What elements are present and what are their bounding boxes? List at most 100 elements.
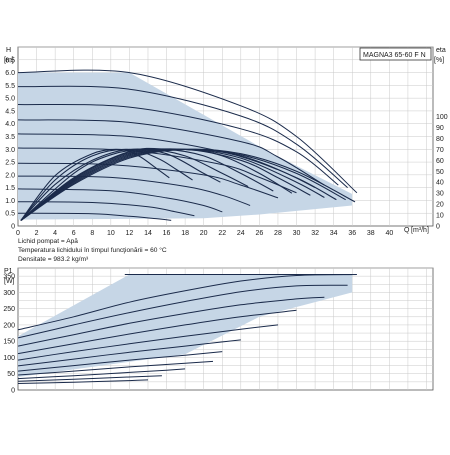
power-curve	[17, 324, 279, 361]
h-tick-label: 2.5	[5, 160, 15, 167]
p1-tick-label: 300	[3, 290, 15, 297]
power-curve	[17, 368, 186, 380]
eta-axis-unit: [%]	[434, 57, 444, 64]
q-tick-label: 36	[348, 230, 356, 237]
q-axis-label: Q	[404, 227, 410, 234]
eta-tick-label: 0	[436, 224, 440, 231]
p1-axis-unit: [W]	[4, 278, 15, 285]
q-tick-label: 22	[218, 230, 226, 237]
power-curve	[17, 284, 348, 339]
q-tick-label: 28	[274, 230, 282, 237]
model-label-box	[359, 47, 432, 61]
q-tick-label: 30	[293, 230, 301, 237]
h-tick-label: 0	[11, 224, 15, 231]
q-tick-label: 40	[385, 230, 393, 237]
h-tick-label: 2.0	[5, 172, 15, 179]
h-tick-label: 3.0	[5, 147, 15, 154]
efficiency-curve	[20, 147, 274, 221]
eta-tick-label: 50	[436, 169, 444, 176]
note-density: Densitate = 983.2 kg/m³	[18, 256, 89, 263]
head-curve	[17, 175, 251, 206]
h-tick-label: 6.5	[5, 57, 15, 64]
p1-tick-label: 100	[3, 355, 15, 362]
q-tick-label: 32	[311, 230, 319, 237]
head-curve	[17, 133, 316, 189]
eta-axis-ticks: 0 10 20 30 40 50 60 70 80 90 100	[436, 114, 448, 231]
q-tick-label: 16	[163, 230, 171, 237]
eta-tick-label: 40	[436, 180, 444, 187]
head-curve	[17, 201, 195, 217]
q-tick-label: 18	[181, 230, 189, 237]
h-tick-label: 3.5	[5, 134, 15, 141]
power-operating-area	[18, 274, 353, 377]
head-curve	[17, 188, 223, 213]
q-axis-ticks: 0 2 4 6 8 10 12 14 16 18 20 22 24 26 28 30 32 34 36 38 40	[16, 230, 393, 237]
power-curve	[17, 360, 214, 376]
p1-tick-label: 200	[3, 322, 15, 329]
eta-tick-label: 90	[436, 125, 444, 132]
eta-axis-label: eta	[436, 47, 446, 54]
eta-tick-label: 70	[436, 147, 444, 154]
h-tick-label: 4.0	[5, 121, 15, 128]
p1-tick-label: 350	[3, 274, 15, 281]
power-curve	[17, 379, 149, 384]
p1-tick-label: 150	[3, 339, 15, 346]
q-tick-label: 8	[90, 230, 94, 237]
efficiency-curve	[20, 148, 170, 221]
eta-tick-label: 100	[436, 114, 448, 121]
q-tick-label: 0	[16, 230, 20, 237]
h-axis-unit: [m]	[4, 57, 14, 64]
q-tick-label: 20	[200, 230, 208, 237]
q-tick-label: 12	[126, 230, 134, 237]
q-tick-label: 4	[53, 230, 57, 237]
power-curve	[17, 309, 297, 355]
efficiency-curve	[20, 148, 193, 221]
h-tick-label: 5.0	[5, 96, 15, 103]
power-panel: 0 50 100 150 200 250 300 350 P1 [W]	[3, 267, 434, 395]
q-tick-label: 38	[367, 230, 375, 237]
q-tick-label: 14	[144, 230, 152, 237]
q-tick-label: 26	[255, 230, 263, 237]
eta-tick-label: 80	[436, 136, 444, 143]
p1-tick-label: 50	[7, 371, 15, 378]
power-curves	[17, 273, 357, 384]
head-efficiency-panel: 0 2 4 6 8 10 12 14 16 18 20 22 24 26 28 30 32 34 36 38 40 00…	[4, 46, 448, 263]
head-curves	[17, 69, 358, 221]
q-tick-label: 34	[330, 230, 338, 237]
h-tick-label: 4.5	[5, 108, 15, 115]
q-tick-label: 24	[237, 230, 245, 237]
p1-axis-ticks: 0 50 100 150 200 250 300 350	[3, 274, 15, 395]
q-axis-unit: [m³/h]	[411, 227, 429, 234]
eta-tick-label: 20	[436, 202, 444, 209]
eta-tick-label: 60	[436, 158, 444, 165]
q-tick-label: 6	[72, 230, 76, 237]
q-tick-label: 10	[107, 230, 115, 237]
h-tick-label: 0.5	[5, 211, 15, 218]
eta-tick-label: 10	[436, 213, 444, 220]
h-axis-label: H	[6, 47, 11, 54]
power-curve	[17, 339, 241, 367]
note-liquid: Lichid pompat = Apă	[18, 238, 78, 245]
head-curve	[17, 162, 279, 199]
head-curve	[17, 212, 172, 221]
power-curve	[17, 351, 223, 372]
power-curve	[17, 274, 357, 331]
h-tick-label: 5.5	[5, 83, 15, 90]
q-tick-label: 2	[35, 230, 39, 237]
h-tick-label: 6.0	[5, 70, 15, 77]
power-curve	[17, 296, 325, 347]
model-label: MAGNA3 65-60 F N	[363, 52, 426, 59]
eta-tick-label: 30	[436, 191, 444, 198]
h-tick-label: 1.0	[5, 198, 15, 205]
head-curve	[17, 85, 348, 188]
note-temperature: Temperatura lichidului în timpul funcţio…	[18, 246, 167, 254]
h-axis-ticks: 0 0.5 1.0 1.5 2.0 2.5 3.0 3.5 4.0 4.5 5.0 5.5 6.0 6.5	[5, 57, 15, 230]
head-curve	[17, 147, 297, 194]
operating-area	[18, 72, 353, 220]
h-tick-label: 1.5	[5, 185, 15, 192]
head-curve	[17, 69, 358, 194]
power-curve	[17, 375, 162, 382]
p1-axis-label: P1	[4, 268, 13, 275]
